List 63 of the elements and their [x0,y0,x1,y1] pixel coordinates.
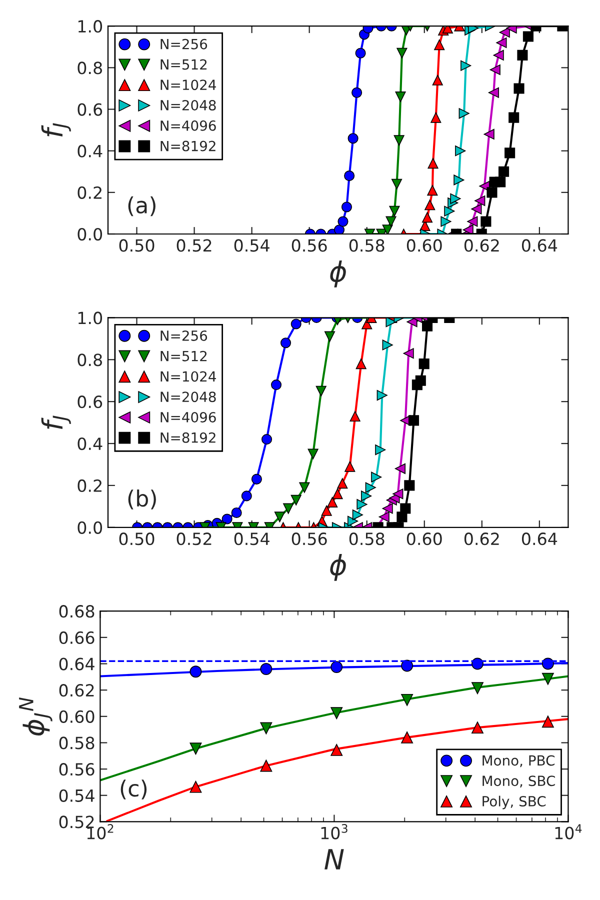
legend-label: N=2048 [160,100,216,111]
legend-label: N=4096 [160,412,216,422]
y-tick-label: 0.8 [78,62,102,74]
legend-label: N=1024 [160,371,216,382]
x-tick-label: 0.52 [176,239,212,252]
x-tick-label: 0.54 [234,239,270,252]
x-tick-label: 0.50 [119,532,154,546]
y-tick-label: 0.6 [78,396,102,408]
y-tick-label: 0.58 [59,736,94,750]
y-tick-label: 0.4 [78,437,102,450]
legend-label: Mono, SBC [482,776,555,788]
y-tick-label: 1.0 [78,312,102,324]
y-axis-title: ϕ$_{J}$$^{N}$ [19,697,52,736]
y-tick-label: 0.2 [78,186,102,199]
y-tick-label: 0.4 [78,144,102,158]
annotation: (a) [128,196,156,216]
y-tick-label: 0.62 [59,684,94,697]
x-tick-label: 0.60 [406,532,442,546]
x-tick-label: 0.64 [522,239,558,252]
y-tick-label: 0.60 [59,710,94,723]
x-tick-label: 10$^{4}$ [555,824,582,840]
x-tick-label: 0.60 [406,239,442,252]
x-axis-title: ϕ [330,554,346,581]
y-tick-label: 0.0 [78,228,102,241]
y-tick-label: 0.54 [59,789,94,802]
y-tick-label: 0.56 [59,763,94,776]
legend-label: N=256 [160,38,208,50]
y-tick-label: 0.66 [59,631,94,644]
x-tick-label: 10$^{3}$ [321,824,348,840]
legend-label: Mono, PBC [482,755,555,768]
legend-label: N=256 [160,330,208,341]
y-tick-label: 0.8 [78,354,102,366]
y-tick-label: 0.0 [78,521,102,534]
x-tick-label: 0.58 [349,532,384,546]
x-tick-label: 0.58 [349,239,384,252]
y-tick-label: 0.2 [78,479,102,492]
x-tick-label: 0.54 [234,532,270,546]
legend-label: N=8192 [160,432,216,443]
y-tick-label: 0.68 [59,605,94,618]
legend-label: N=4096 [160,120,216,131]
x-tick-label: 0.50 [119,239,154,252]
legend-label: N=1024 [160,80,216,90]
annotation: (b) [128,490,156,510]
y-tick-label: 0.6 [78,103,102,116]
y-axis-title: f$_{J}$ [41,416,71,429]
annotation: (c) [120,780,147,800]
legend-label: N=8192 [160,140,216,152]
legend-label: Poly, SBC [482,796,546,810]
x-tick-label: 0.56 [292,239,327,252]
legend-label: N=512 [160,59,207,70]
x-axis-title: ϕ [330,260,346,288]
y-tick-label: 0.64 [59,658,94,670]
y-axis-title: f$_{J}$ [41,123,71,136]
x-tick-label: 0.56 [292,532,327,546]
legend-label: N=2048 [160,392,216,402]
x-tick-label: 0.62 [464,532,499,546]
legend-label: N=512 [160,350,207,362]
x-axis-title: N [324,849,344,870]
y-tick-label: 0.52 [59,816,94,828]
x-tick-label: 0.52 [176,532,212,546]
x-tick-label: 0.64 [522,532,558,546]
y-tick-label: 1.0 [78,20,102,33]
x-tick-label: 0.62 [464,239,499,252]
